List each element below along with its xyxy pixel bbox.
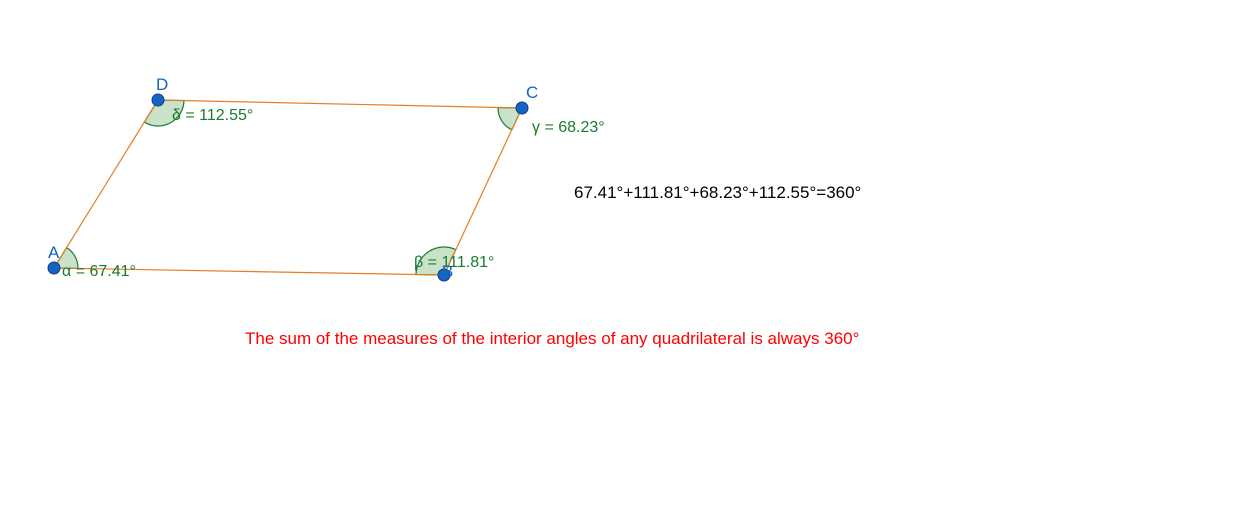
vertex-label-B: B [442, 262, 453, 281]
edge-BC [444, 108, 522, 275]
vertices[interactable] [48, 94, 528, 281]
vertex-label-D: D [156, 75, 168, 94]
angle-label-alpha: α = 67.41° [62, 263, 136, 280]
angle-arcs [54, 100, 522, 275]
theorem-statement: The sum of the measures of the interior … [245, 329, 859, 348]
angle-label-beta: β = 111.81° [414, 254, 494, 271]
angle-label-gamma: γ = 68.23° [532, 119, 605, 136]
vertex-C[interactable] [516, 102, 528, 114]
vertex-label-C: C [526, 83, 538, 102]
angle-label-delta: δ = 112.55° [172, 107, 253, 124]
vertex-A[interactable] [48, 262, 60, 274]
vertex-D[interactable] [152, 94, 164, 106]
angle-sum-equation: 67.41°+111.81°+68.23°+112.55°=360° [574, 183, 861, 202]
edge-DA [54, 100, 158, 268]
vertex-label-A: A [48, 243, 60, 262]
